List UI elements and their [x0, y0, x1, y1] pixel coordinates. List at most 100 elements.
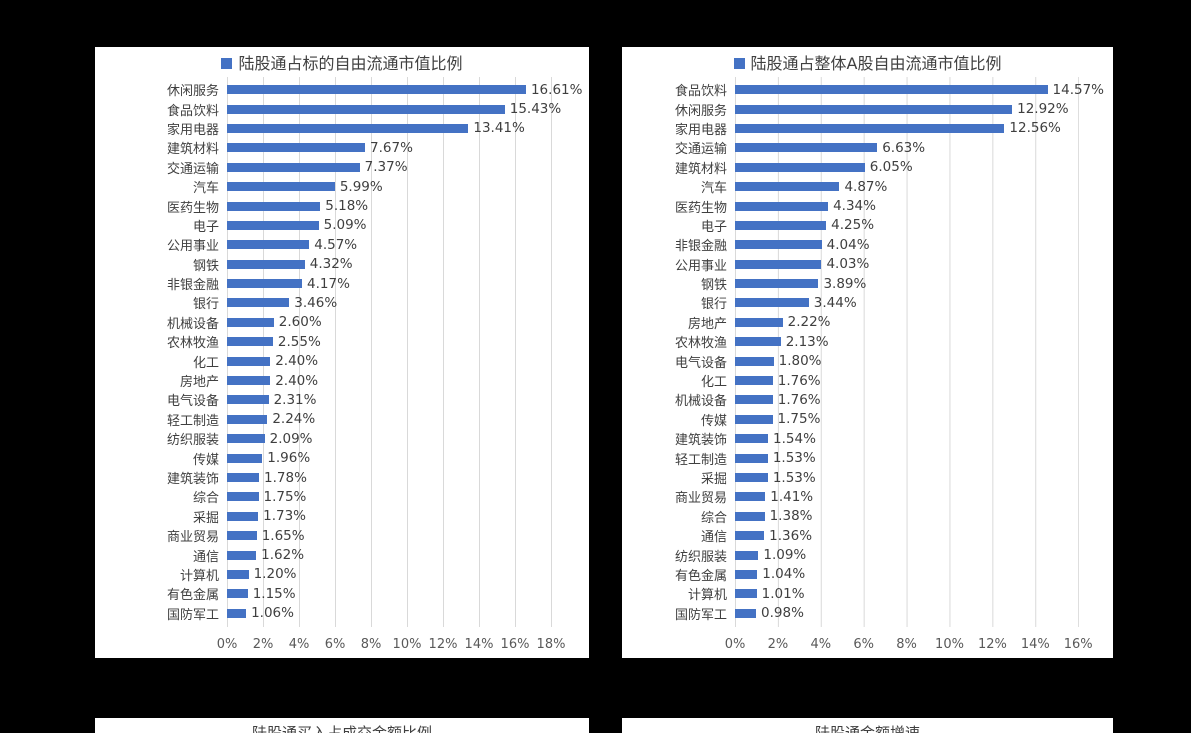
value-label: 1.41%: [770, 488, 814, 505]
value-label: 1.15%: [252, 585, 296, 602]
bar: [735, 123, 1005, 133]
bar-row: 休闲服务 12.92%: [622, 99, 1113, 119]
category-label: 休闲服务: [674, 103, 727, 119]
bar: [735, 162, 865, 172]
bar: [735, 531, 765, 541]
bar-row: 商业贸易 1.65%: [95, 526, 589, 546]
bar-row: 房地产 2.40%: [95, 371, 589, 391]
category-label: 通信: [700, 530, 727, 546]
bar: [735, 143, 878, 153]
value-label: 1.76%: [777, 372, 821, 389]
category-label: 银行: [700, 297, 727, 313]
category-label: 机械设备: [674, 394, 727, 410]
bar: [227, 123, 469, 133]
value-label: 1.62%: [261, 547, 305, 564]
value-label: 6.63%: [882, 139, 926, 156]
x-axis: 0% 2% 4% 6% 8% 10% 12% 14% 16% 18%: [95, 637, 589, 658]
bar: [735, 182, 840, 192]
bar-row: 建筑装饰 1.54%: [622, 429, 1113, 449]
category-label: 有色金属: [674, 568, 727, 584]
bar-row: 电子 5.09%: [95, 216, 589, 235]
category-label: 通信: [192, 549, 219, 565]
bar: [735, 492, 766, 502]
value-label: 1.75%: [777, 411, 821, 428]
category-label: 综合: [700, 510, 727, 526]
bar: [735, 298, 809, 308]
value-label: 1.09%: [763, 547, 807, 564]
bar-row: 家用电器 13.41%: [95, 119, 589, 138]
bar: [735, 589, 757, 599]
chart-title-text: 陆股通金额增速: [814, 724, 920, 733]
value-label: 5.99%: [339, 178, 383, 195]
bar: [735, 608, 757, 618]
value-label: 1.96%: [267, 450, 311, 467]
bar: [227, 259, 305, 269]
value-label: 1.01%: [761, 585, 805, 602]
legend-square-icon: [733, 58, 745, 69]
bar: [227, 337, 273, 347]
x-tick-label: 8%: [360, 637, 382, 652]
category-label: 交通运输: [166, 161, 219, 177]
bar-row: 计算机 1.01%: [622, 584, 1113, 604]
bar: [735, 337, 781, 347]
value-label: 1.76%: [777, 391, 821, 408]
value-label: 1.65%: [261, 527, 305, 544]
category-label: 农林牧渔: [674, 336, 727, 352]
bar: [227, 608, 247, 618]
bar: [227, 182, 335, 192]
bar: [735, 85, 1048, 95]
bar-row: 汽车 4.87%: [622, 177, 1113, 197]
value-label: 1.38%: [769, 508, 813, 525]
bar-row: 通信 1.62%: [95, 545, 589, 565]
bar-row: 纺织服装 2.09%: [95, 429, 589, 449]
category-label: 传媒: [192, 452, 219, 468]
value-label: 7.37%: [364, 159, 408, 176]
bar-row: 房地产 2.22%: [622, 313, 1113, 332]
bar: [735, 220, 827, 230]
category-label: 电子: [192, 219, 219, 235]
category-label: 综合: [192, 491, 219, 507]
x-tick-label: 12%: [428, 637, 458, 652]
bar: [227, 434, 265, 444]
category-label: 医药生物: [674, 200, 727, 216]
x-tick-label: 16%: [1063, 637, 1093, 652]
bar: [227, 453, 263, 463]
value-label: 13.41%: [473, 120, 525, 137]
x-tick-label: 0%: [216, 637, 238, 652]
category-label: 休闲服务: [166, 84, 219, 100]
bar: [735, 395, 773, 405]
bar-row: 有色金属 1.04%: [622, 565, 1113, 584]
x-tick-label: 10%: [392, 637, 422, 652]
category-label: 钢铁: [192, 258, 219, 274]
bar: [735, 201, 829, 211]
category-label: 建筑材料: [166, 142, 219, 158]
category-label: 轻工制造: [674, 452, 727, 468]
bar-row: 国防军工 0.98%: [622, 604, 1113, 623]
value-label: 1.75%: [263, 488, 307, 505]
value-label: 1.20%: [253, 566, 297, 583]
value-label: 5.09%: [323, 217, 367, 234]
value-label: 4.57%: [314, 236, 358, 253]
chart-title-text: 陆股通占整体A股自由流通市值比例: [750, 54, 1002, 73]
bar-plot-area: 食品饮料 14.57% 休闲服务 12.92% 家用电器 12.56% 交通运输 6.63% 建…: [622, 77, 1113, 658]
x-tick-label: 14%: [1020, 637, 1050, 652]
value-label: 4.03%: [826, 256, 870, 273]
category-label: 钢铁: [700, 278, 727, 294]
bar-row: 休闲服务 16.61%: [95, 80, 589, 100]
value-label: 14.57%: [1052, 81, 1104, 98]
category-label: 房地产: [179, 375, 219, 391]
bar: [227, 473, 260, 482]
bar: [735, 511, 765, 521]
bar-row: 医药生物 4.34%: [622, 196, 1113, 216]
category-label: 有色金属: [166, 588, 219, 604]
category-label: 公用事业: [166, 239, 219, 255]
bar-row: 轻工制造 2.24%: [95, 410, 589, 429]
value-label: 2.31%: [273, 391, 317, 408]
value-label: 1.53%: [772, 450, 816, 467]
chart-legend: 陆股通占整体A股自由流通市值比例: [622, 54, 1113, 74]
bar-row: 非银金融 4.04%: [622, 235, 1113, 255]
bar: [735, 434, 769, 444]
bar: [227, 279, 303, 289]
value-label: 1.73%: [263, 508, 307, 525]
chart-panel-amount-growth-clipped: 陆股通金额增速: [622, 718, 1113, 733]
